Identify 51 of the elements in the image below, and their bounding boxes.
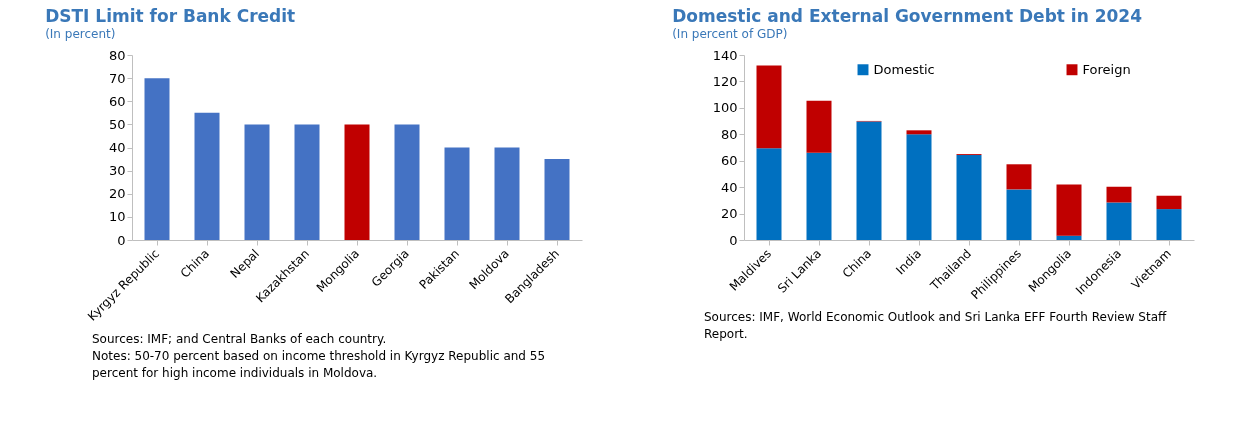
bar xyxy=(1006,164,1032,190)
source-note: Sources: IMF; and Central Banks of each country. xyxy=(92,331,387,346)
bar xyxy=(1056,235,1082,240)
chart-title: DSTI Limit for Bank Credit xyxy=(45,6,296,26)
bar xyxy=(494,147,520,240)
bar xyxy=(806,100,832,153)
bar xyxy=(1056,184,1082,236)
y-tick-label: 20 xyxy=(108,186,126,202)
y-tick-label: 30 xyxy=(108,163,126,179)
y-tick-label: 50 xyxy=(108,116,126,132)
y-tick-label: 10 xyxy=(108,209,126,225)
chart-subtitle: (In percent of GDP) xyxy=(672,27,788,41)
bar xyxy=(756,148,782,240)
legend-label: Domestic xyxy=(873,61,935,77)
chart-title: Domestic and External Government Debt in 2024 xyxy=(672,6,1143,26)
source-note: Sources: IMF, World Economic Outlook and Sri Lanka EFF Fourth Review Staff Report. xyxy=(704,309,1168,341)
bar xyxy=(1106,186,1132,203)
y-tick-label: 70 xyxy=(108,70,126,86)
legend-label: Foreign xyxy=(1082,61,1131,77)
bar xyxy=(144,78,170,240)
bar xyxy=(806,152,832,240)
bar xyxy=(1006,189,1032,240)
bar xyxy=(244,124,270,240)
bar xyxy=(294,124,320,240)
bar xyxy=(756,65,782,149)
bar xyxy=(956,155,982,240)
y-tick-label: 80 xyxy=(720,126,738,142)
text: Notes: 50-70 percent based on income threshold in Kyrgyz Republic and 55 percent for high income individuals in Moldova. xyxy=(92,348,546,380)
y-tick-label: 0 xyxy=(117,232,126,248)
y-tick-label: 80 xyxy=(108,47,126,63)
y-tick-label: 0 xyxy=(729,232,738,248)
y-tick-label: 60 xyxy=(108,93,126,109)
bar xyxy=(444,147,470,240)
bar xyxy=(1106,202,1132,240)
y-tick-label: 40 xyxy=(108,140,126,155)
bar xyxy=(344,124,370,240)
chart-subtitle: (In percent) xyxy=(45,27,116,41)
bar xyxy=(394,124,420,240)
bar xyxy=(906,134,932,240)
y-tick-label: 120 xyxy=(712,73,738,89)
bar xyxy=(856,121,882,240)
y-tick-label: 40 xyxy=(720,179,738,195)
bar xyxy=(194,112,220,240)
y-tick-label: 20 xyxy=(720,206,738,222)
y-tick-label: 140 xyxy=(712,47,738,63)
y-tick-label: 60 xyxy=(720,153,738,169)
bar xyxy=(1156,195,1182,210)
bar xyxy=(1156,209,1182,240)
bar xyxy=(906,130,932,135)
bar xyxy=(544,159,570,240)
y-tick-label: 100 xyxy=(712,100,738,116)
